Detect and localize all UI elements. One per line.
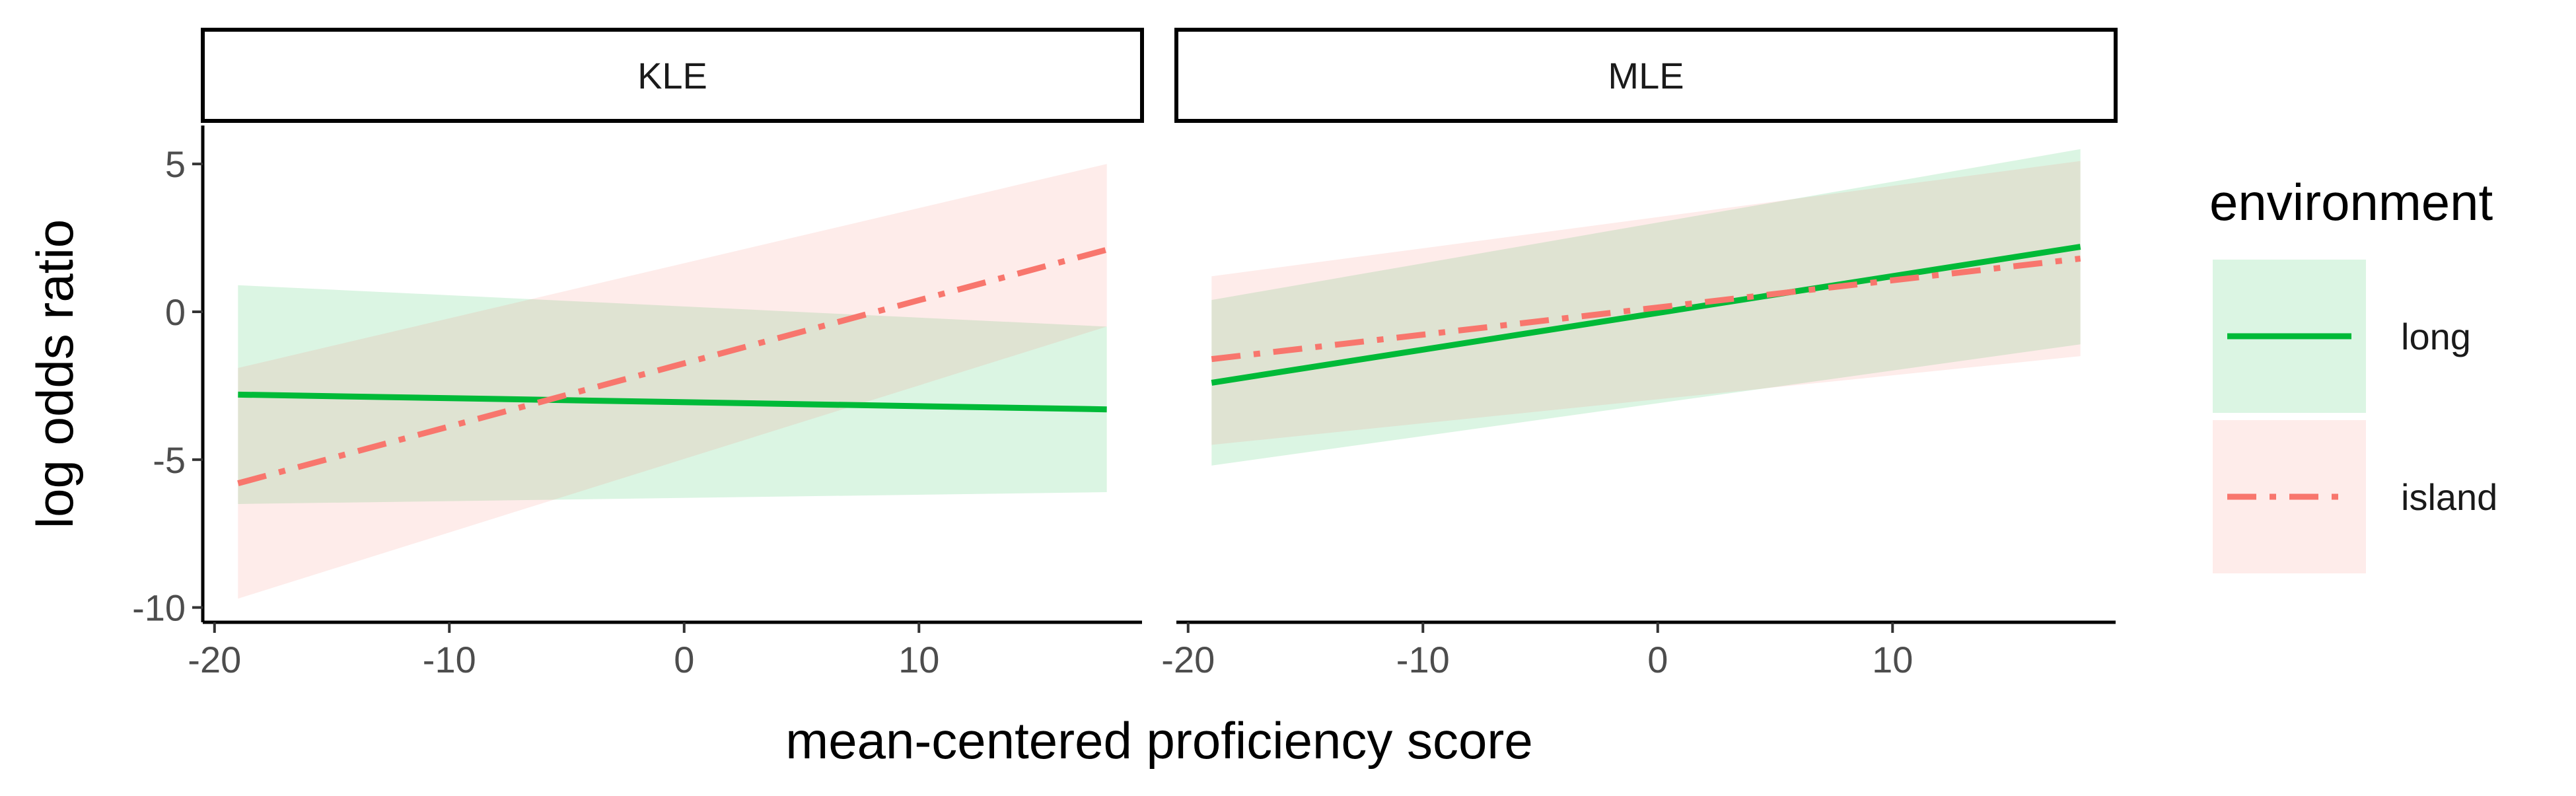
x-tick-label: -20 bbox=[1161, 639, 1215, 680]
y-tick-label: -5 bbox=[153, 439, 186, 481]
x-tick-label: 0 bbox=[674, 639, 694, 680]
facet-strip bbox=[201, 28, 1144, 123]
facet-strip bbox=[1174, 28, 2118, 123]
facet-strip-label: MLE bbox=[1608, 55, 1684, 96]
x-axis-title: mean-centered proficiency score bbox=[785, 711, 1533, 770]
x-tick-label: 10 bbox=[898, 639, 939, 680]
y-tick-label: -10 bbox=[132, 587, 186, 629]
x-tick-label: -10 bbox=[423, 639, 476, 680]
series-line-island bbox=[1211, 255, 2081, 363]
y-axis-title: log odds ratio bbox=[26, 219, 84, 528]
x-tick-label: -10 bbox=[1396, 639, 1450, 680]
y-tick-label: 5 bbox=[165, 143, 186, 185]
x-tick-label: -20 bbox=[188, 639, 241, 680]
series-line-island bbox=[237, 246, 1108, 486]
x-tick-label: 0 bbox=[1647, 639, 1668, 680]
facet-strip-label: KLE bbox=[637, 55, 707, 96]
legend-label-long: long bbox=[2401, 316, 2471, 357]
y-tick-label: 0 bbox=[165, 291, 186, 333]
series-line-long bbox=[1211, 244, 2081, 386]
legend-title: environment bbox=[2209, 173, 2493, 231]
legend-label-island: island bbox=[2401, 476, 2497, 518]
confidence-ribbon-long bbox=[238, 285, 1107, 504]
confidence-ribbon-island bbox=[1211, 161, 2081, 445]
confidence-ribbon-island bbox=[238, 164, 1107, 599]
x-tick-label: 10 bbox=[1872, 639, 1913, 680]
series-line-long bbox=[238, 391, 1107, 413]
